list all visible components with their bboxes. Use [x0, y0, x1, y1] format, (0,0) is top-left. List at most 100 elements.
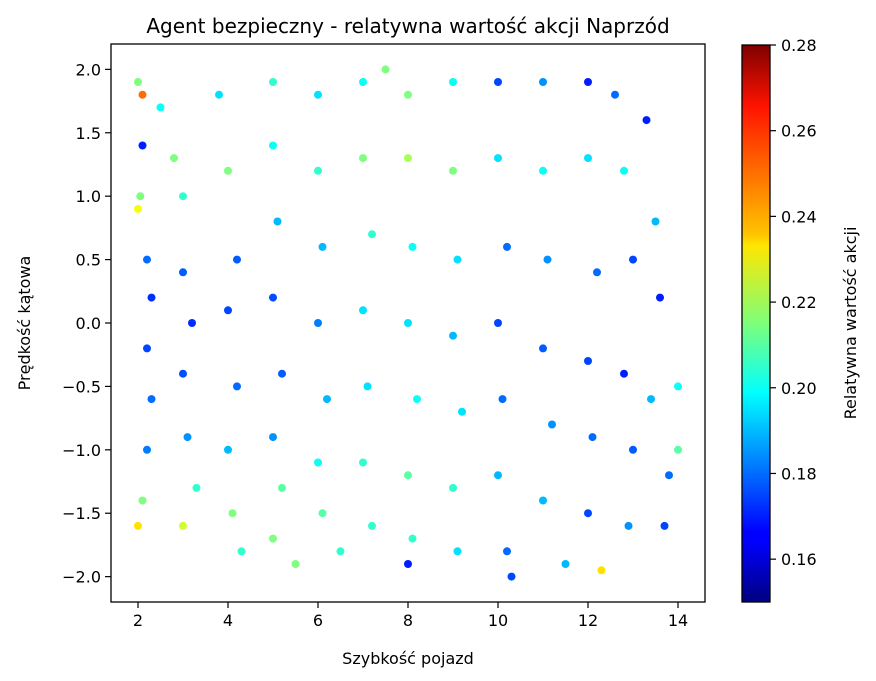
data-point — [629, 445, 637, 454]
data-point — [539, 496, 547, 505]
data-point — [449, 78, 457, 86]
data-point — [449, 166, 457, 175]
data-point — [647, 395, 655, 404]
data-point — [183, 433, 192, 442]
data-point — [449, 483, 457, 492]
data-point — [368, 521, 376, 530]
colorbar-tick-label: 0.22 — [781, 293, 817, 312]
data-point — [136, 192, 145, 201]
data-point — [642, 116, 651, 125]
data-point — [651, 217, 660, 226]
y-tick-label: −1.5 — [62, 504, 101, 523]
data-point — [138, 90, 147, 99]
colorbar-tick-label: 0.18 — [781, 464, 817, 483]
data-point — [359, 306, 367, 315]
data-point — [278, 369, 286, 378]
data-point — [147, 395, 156, 404]
data-point — [620, 369, 628, 378]
y-axis: −2.0 −1.5 −1.0 −0.5 0.0 0.5 1.0 1.5 2.0 — [62, 60, 111, 587]
data-point — [494, 154, 502, 163]
data-point — [507, 572, 516, 581]
data-point — [138, 141, 147, 150]
data-point — [458, 407, 466, 416]
data-point — [314, 458, 322, 467]
data-point — [404, 90, 412, 99]
y-tick-label: −0.5 — [62, 377, 101, 396]
data-point — [134, 78, 142, 86]
data-point — [269, 141, 277, 150]
data-point — [593, 268, 601, 277]
data-point — [498, 395, 507, 404]
data-point — [156, 103, 165, 112]
data-point — [548, 420, 556, 429]
x-tick-label: 6 — [313, 611, 323, 630]
data-point — [192, 483, 201, 492]
colorbar-tick-label: 0.24 — [781, 207, 817, 226]
data-point — [179, 268, 187, 277]
data-point — [404, 154, 412, 163]
data-point — [413, 395, 421, 404]
data-point — [179, 521, 187, 530]
data-point — [674, 445, 682, 454]
data-point — [494, 471, 502, 480]
data-point — [237, 547, 246, 556]
data-point — [359, 154, 367, 163]
data-point — [611, 90, 619, 99]
x-tick-label: 8 — [403, 611, 413, 630]
data-point — [273, 217, 282, 226]
colorbar-label: Relatywna wartość akcji — [841, 227, 860, 420]
data-point — [314, 90, 322, 99]
data-point — [318, 242, 327, 251]
data-point — [453, 255, 462, 264]
data-point — [620, 166, 628, 175]
data-point — [494, 78, 502, 86]
data-point — [233, 255, 241, 264]
y-tick-label: 1.5 — [76, 124, 101, 143]
data-point — [278, 483, 286, 492]
data-point — [314, 166, 322, 175]
x-tick-label: 10 — [488, 611, 508, 630]
data-point — [629, 255, 637, 264]
data-point — [363, 382, 372, 391]
data-point — [224, 166, 232, 175]
data-point — [539, 78, 547, 86]
data-point — [269, 293, 277, 302]
colorbar-tick-label: 0.16 — [781, 550, 817, 569]
colorbar-tick-label: 0.26 — [781, 122, 817, 141]
y-axis-label: Prędkość kątowa — [15, 256, 34, 391]
data-point — [404, 560, 412, 568]
data-point — [404, 471, 412, 480]
data-point — [368, 230, 376, 239]
data-point — [143, 255, 151, 264]
data-point — [224, 445, 232, 454]
colorbar-ticks: 0.16 0.18 0.20 0.22 0.24 0.26 0.28 — [770, 36, 817, 569]
data-point — [588, 433, 597, 442]
data-point — [179, 192, 187, 201]
y-tick-label: 2.0 — [76, 60, 101, 79]
x-axis: 2 4 6 8 10 12 14 — [133, 602, 688, 630]
data-point — [408, 534, 417, 543]
x-tick-label: 12 — [578, 611, 598, 630]
data-point — [143, 445, 151, 454]
y-tick-label: −2.0 — [62, 568, 101, 587]
data-point — [291, 560, 300, 568]
data-point — [453, 547, 462, 556]
data-point — [359, 458, 367, 467]
x-tick-label: 2 — [133, 611, 143, 630]
scatter-points — [134, 65, 682, 581]
data-point — [134, 521, 142, 530]
data-point — [224, 306, 232, 315]
chart-title: Agent bezpieczny - relatywna wartość akc… — [146, 14, 669, 38]
data-point — [561, 560, 570, 568]
data-point — [147, 293, 156, 302]
data-point — [188, 319, 196, 327]
data-point — [660, 521, 669, 530]
data-point — [179, 369, 187, 378]
data-point — [665, 471, 673, 480]
data-point — [143, 344, 151, 353]
colorbar-tick-label: 0.20 — [781, 379, 817, 398]
y-tick-label: 1.0 — [76, 187, 101, 206]
data-point — [449, 331, 457, 340]
data-point — [503, 547, 511, 556]
